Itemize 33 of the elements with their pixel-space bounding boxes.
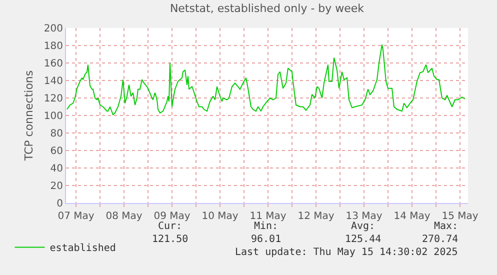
y-tick-label: 80 (50, 128, 63, 140)
x-tick-label: 14 May (394, 211, 430, 222)
text: Min: (254, 221, 278, 232)
y-tick-label: 60 (50, 146, 63, 157)
text: Last update: Thu May 15 14:30:02 2025 (235, 247, 458, 258)
y-tick-label: 20 (50, 181, 63, 192)
y-tick-label: 140 (44, 76, 63, 87)
x-tick-label: 07 May (58, 211, 94, 222)
y-tick-label: 180 (44, 41, 63, 52)
y-tick-label: 0 (56, 198, 63, 210)
x-tick-label: 09 May (154, 211, 190, 222)
legend-label: established (50, 243, 116, 254)
y-tick-label: 200 (44, 24, 63, 34)
x-tick-label: 15 May (442, 211, 478, 222)
y-axis-title: TCP connections (22, 70, 36, 162)
line-series (66, 44, 466, 116)
y-tick-label: 160 (44, 58, 63, 70)
y-tick-label: 120 (44, 94, 63, 104)
text: 96.01 (251, 234, 282, 245)
x-tick-label: 11 May (250, 211, 286, 222)
y-tick-label: 40 (50, 164, 63, 174)
text: Max: (434, 221, 458, 232)
x-tick-label: 13 May (346, 211, 382, 222)
chart-title: Netstat, established only - by week (170, 2, 365, 15)
text: 125.44 (345, 234, 382, 245)
x-tick-label: 10 May (202, 211, 238, 222)
text: 121.50 (152, 234, 188, 245)
x-tick-label: 12 May (298, 211, 334, 222)
y-tick-label: 100 (44, 111, 63, 122)
x-tick-label: 08 May (106, 211, 142, 222)
text: 270.74 (422, 234, 458, 245)
text: Cur: (158, 221, 182, 232)
text: Avg: (351, 221, 376, 232)
